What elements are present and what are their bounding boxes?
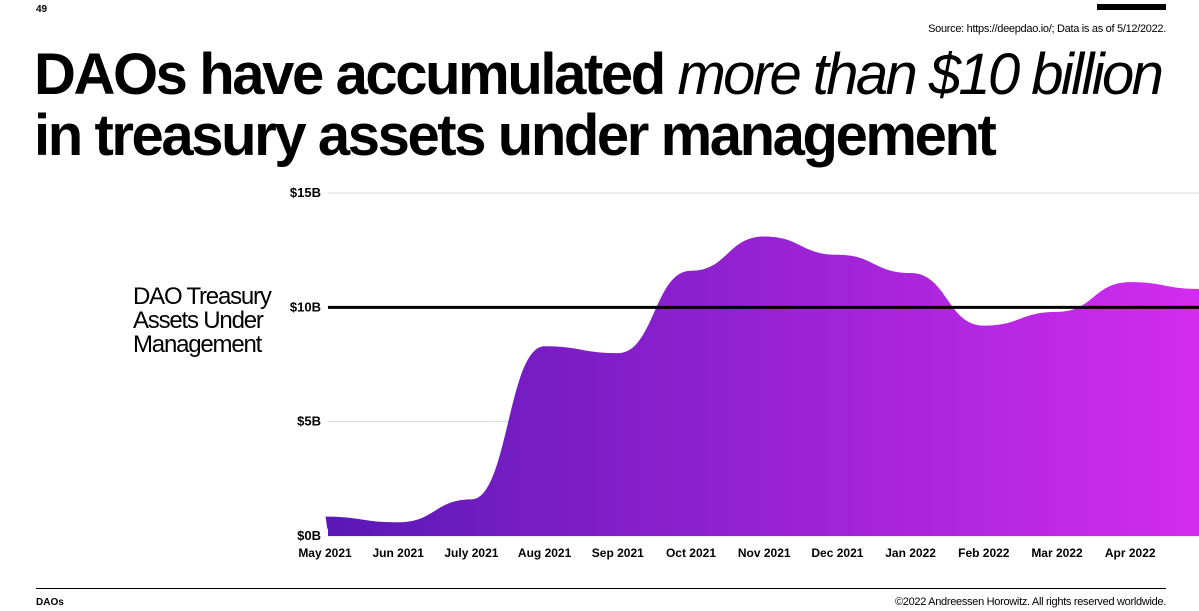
x-tick-label: May 2021 (298, 546, 352, 560)
y-axis-ticks: $0B $5B $10B $15B (290, 185, 321, 543)
x-tick-label: Mar 2022 (1031, 546, 1083, 560)
x-tick-label: Jan 2022 (885, 546, 936, 560)
source-note: Source: https://deepdao.io/; Data is as … (928, 23, 1166, 35)
x-tick-label: Dec 2021 (811, 546, 863, 560)
x-tick-label: Jun 2021 (373, 546, 425, 560)
x-tick-label: Aug 2021 (518, 546, 572, 560)
x-tick-label: Apr 2022 (1105, 546, 1156, 560)
y-tick-label: $10B (290, 299, 321, 314)
y-tick-label: $0B (297, 528, 321, 543)
footer-rule (36, 588, 1166, 589)
y-tick-label: $5B (297, 414, 321, 429)
x-tick-label: July 2021 (444, 546, 498, 560)
page-number: 49 (36, 4, 48, 15)
footer-section-label: DAOs (36, 597, 64, 608)
footer-copyright: ©2022 Andreessen Horowitz. All rights re… (894, 596, 1166, 608)
treasury-area (325, 236, 1199, 537)
headline-italic: more than $10 billion (677, 42, 1163, 107)
x-tick-label: Feb 2022 (958, 546, 1010, 560)
series-label: DAO Treasury Assets Under Management (133, 283, 272, 358)
x-tick-label: Sep 2021 (592, 546, 644, 560)
x-axis-ticks: May 2021 Jun 2021 July 2021 Aug 2021 Sep 202… (298, 546, 1156, 560)
y-tick-label: $15B (290, 185, 321, 200)
top-accent-rule (1097, 4, 1166, 10)
x-tick-label: Oct 2021 (666, 546, 716, 560)
x-tick-label: Nov 2021 (738, 546, 791, 560)
treasury-area-chart: $0B $5B $10B $15B May 2021 Jun 2021 July 2021… (290, 185, 1199, 560)
headline-line2: in treasury assets under management (34, 103, 997, 168)
headline: DAOs have accumulated more than $10 bill… (34, 42, 1164, 168)
headline-bold: DAOs have accumulated (34, 42, 666, 107)
